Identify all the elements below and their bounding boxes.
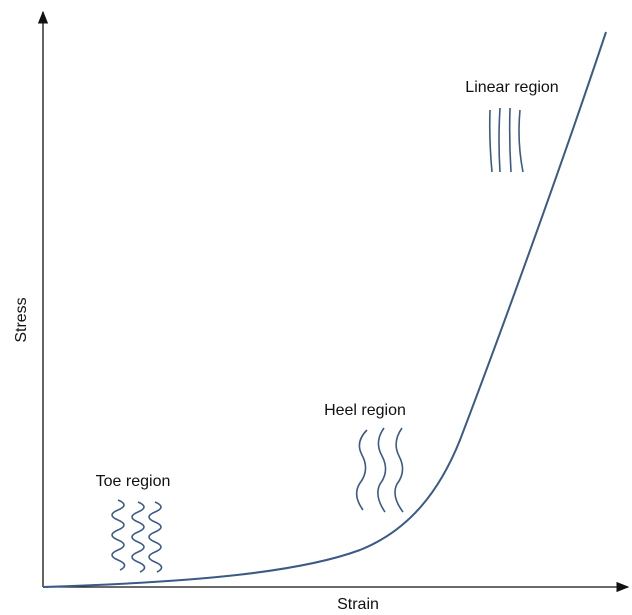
x-axis-label: Strain [337,596,379,613]
region-label: Heel region [324,402,406,419]
y-axis-label: Stress [13,297,30,342]
diagram: Stress Strain Toe region Heel region Lin… [0,0,632,615]
heel-fibers [357,428,403,512]
linear-fibers [490,108,523,172]
page: Stress Strain Toe region Heel region Lin… [0,0,632,615]
toe-fibers [112,500,162,572]
region-label: Toe region [96,473,171,490]
stress-strain-curve [43,32,606,587]
region-label: Linear region [465,79,558,96]
